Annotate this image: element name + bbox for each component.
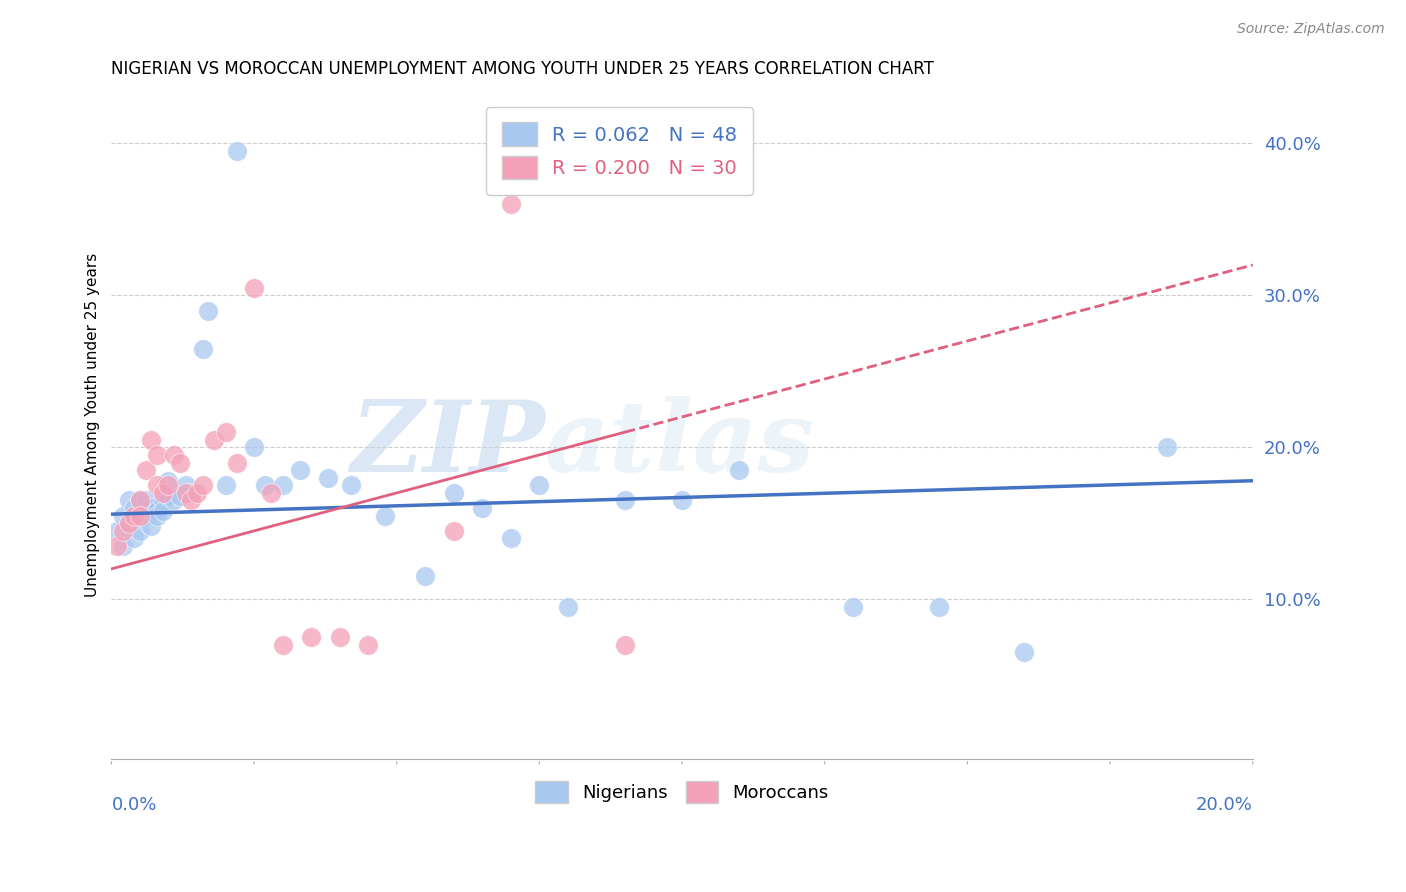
Point [728,463,751,477]
Text: ZIP: ZIP [350,396,546,493]
Point [413,569,436,583]
Point [129,524,152,538]
Point [152,486,174,500]
Point [129,508,152,523]
Point [111,539,134,553]
Point [288,463,311,477]
Point [163,448,186,462]
Point [357,638,380,652]
Point [529,478,551,492]
Point [105,524,128,538]
Point [928,599,950,614]
Point [135,508,157,523]
Point [443,524,465,538]
Point [180,493,202,508]
Point [671,493,693,508]
Point [340,478,363,492]
Point [614,638,637,652]
Point [141,433,163,447]
Point [260,486,283,500]
Point [146,504,169,518]
Point [243,440,266,454]
Text: 20.0%: 20.0% [1197,796,1253,814]
Point [614,493,637,508]
Point [122,501,145,516]
Point [191,478,214,492]
Point [299,630,322,644]
Point [152,504,174,518]
Point [157,489,180,503]
Point [141,501,163,516]
Point [226,144,249,158]
Point [271,478,294,492]
Point [152,493,174,508]
Point [271,638,294,652]
Point [135,463,157,477]
Point [122,508,145,523]
Point [146,478,169,492]
Point [146,448,169,462]
Y-axis label: Unemployment Among Youth under 25 years: Unemployment Among Youth under 25 years [86,252,100,597]
Point [1156,440,1178,454]
Point [226,456,249,470]
Point [141,519,163,533]
Point [129,493,152,508]
Text: NIGERIAN VS MOROCCAN UNEMPLOYMENT AMONG YOUTH UNDER 25 YEARS CORRELATION CHART: NIGERIAN VS MOROCCAN UNEMPLOYMENT AMONG … [111,60,934,78]
Point [174,486,197,500]
Point [214,478,236,492]
Point [471,501,494,516]
Point [105,539,128,553]
Point [180,486,202,500]
Point [499,197,522,211]
Point [557,599,579,614]
Text: Source: ZipAtlas.com: Source: ZipAtlas.com [1237,22,1385,37]
Point [129,493,152,508]
Point [197,303,219,318]
Point [214,425,236,439]
Point [174,478,197,492]
Point [169,489,191,503]
Point [443,486,465,500]
Point [129,508,152,523]
Point [329,630,352,644]
Point [135,493,157,508]
Text: atlas: atlas [546,396,815,493]
Point [499,532,522,546]
Point [169,456,191,470]
Point [146,508,169,523]
Point [374,508,396,523]
Point [202,433,225,447]
Point [117,516,139,531]
Text: 0.0%: 0.0% [111,796,157,814]
Point [111,524,134,538]
Point [191,342,214,356]
Point [117,493,139,508]
Point [254,478,277,492]
Point [122,532,145,546]
Point [163,493,186,508]
Point [117,516,139,531]
Point [111,508,134,523]
Point [157,474,180,488]
Point [243,281,266,295]
Point [316,471,339,485]
Point [186,486,208,500]
Legend: Nigerians, Moroccans: Nigerians, Moroccans [527,773,837,810]
Point [842,599,865,614]
Point [157,478,180,492]
Point [1014,645,1036,659]
